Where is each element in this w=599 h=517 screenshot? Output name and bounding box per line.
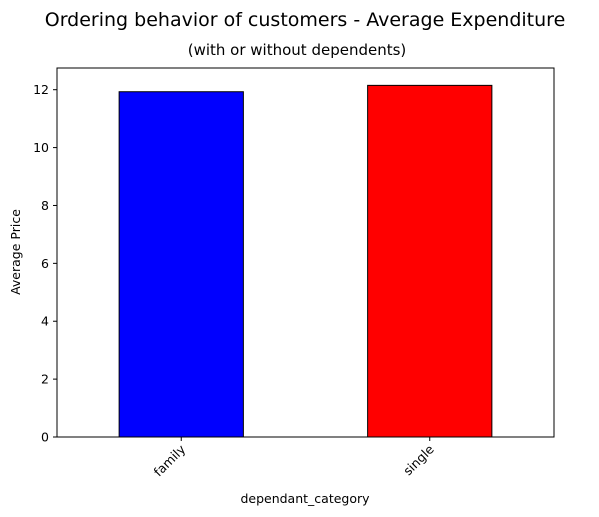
bar-single: [367, 84, 493, 438]
y-tick-label: 10: [33, 140, 49, 155]
x-tick-label-family: family: [150, 441, 188, 479]
y-axis-ticks: 0 2 4 6 8 10 12: [33, 82, 57, 445]
x-axis-ticks: family single: [150, 437, 437, 479]
chart-subtitle: (with or without dependents): [188, 41, 407, 59]
y-tick-label: 8: [41, 198, 49, 213]
bar-family: [118, 91, 244, 438]
y-tick-label: 6: [41, 256, 49, 271]
bars-group: [118, 84, 493, 438]
chart-title: Ordering behavior of customers - Average…: [45, 9, 566, 31]
y-tick-label: 0: [41, 430, 49, 445]
x-axis-label: dependant_category: [240, 491, 370, 506]
y-axis-label: Average Price: [8, 209, 23, 295]
plot-frame: [56, 67, 555, 438]
y-tick-label: 2: [41, 372, 49, 387]
y-tick-label: 4: [41, 314, 49, 329]
x-tick-label-single: single: [400, 441, 437, 478]
y-tick-label: 12: [33, 82, 49, 97]
